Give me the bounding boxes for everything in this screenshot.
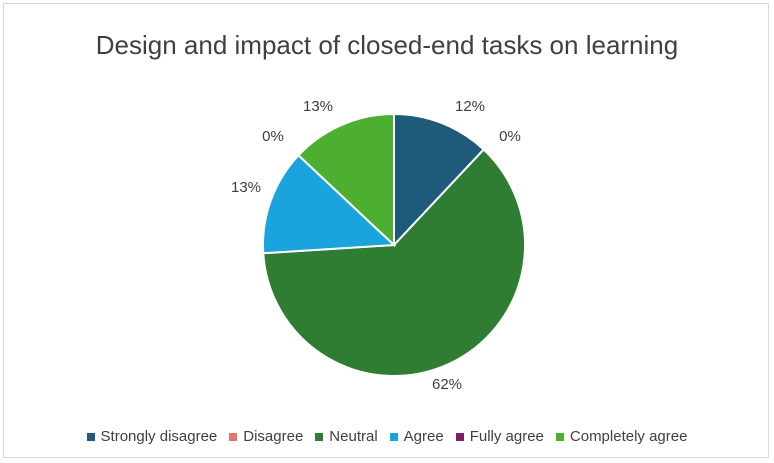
legend-item-agree: Agree: [389, 428, 444, 445]
legend-item-disagree: Disagree: [229, 428, 303, 445]
pie-slice-strongly-disagree: [393, 112, 486, 248]
legend-label-agree: Agree: [403, 428, 444, 445]
data-label-strongly-disagree: 12%: [455, 98, 485, 115]
legend-label-completely-agree: Completely agree: [569, 428, 688, 445]
legend-label-neutral: Neutral: [329, 428, 378, 445]
data-label-disagree: 0%: [499, 128, 521, 145]
legend-item-neutral: Neutral: [315, 428, 378, 445]
legend-swatch-fully-agree: [455, 432, 464, 441]
pie-labels: 12% 0% 62% 13% 0% 13%: [231, 98, 521, 393]
pie-slice-agree: [262, 153, 397, 255]
legend: Strongly disagree Disagree Neutral Agree Ful…: [0, 428, 774, 445]
legend-label-disagree: Disagree: [243, 428, 304, 445]
pie-slice-neutral: [262, 148, 526, 377]
data-label-agree: 13%: [231, 179, 261, 196]
legend-swatch-strongly-disagree: [86, 432, 95, 441]
data-label-completely-agree: 13%: [303, 98, 333, 115]
legend-swatch-disagree: [229, 432, 238, 441]
chart-title: Design and impact of closed-end tasks on…: [95, 30, 679, 60]
data-label-neutral: 62%: [432, 376, 462, 393]
legend-swatch-agree: [389, 432, 398, 441]
legend-label-fully-agree: Fully agree: [469, 428, 544, 445]
data-label-fully-agree: 0%: [262, 128, 284, 145]
legend-item-strongly-disagree: Strongly disagree: [86, 428, 218, 445]
pie-slices: [262, 112, 526, 377]
legend-label-strongly-disagree: Strongly disagree: [100, 428, 218, 445]
legend-swatch-completely-agree: [555, 432, 564, 441]
legend-item-fully-agree: Fully agree: [455, 428, 544, 445]
legend-swatch-neutral: [315, 432, 324, 441]
legend-item-completely-agree: Completely agree: [555, 428, 688, 445]
pie-slice-completely-agree: [297, 112, 395, 248]
